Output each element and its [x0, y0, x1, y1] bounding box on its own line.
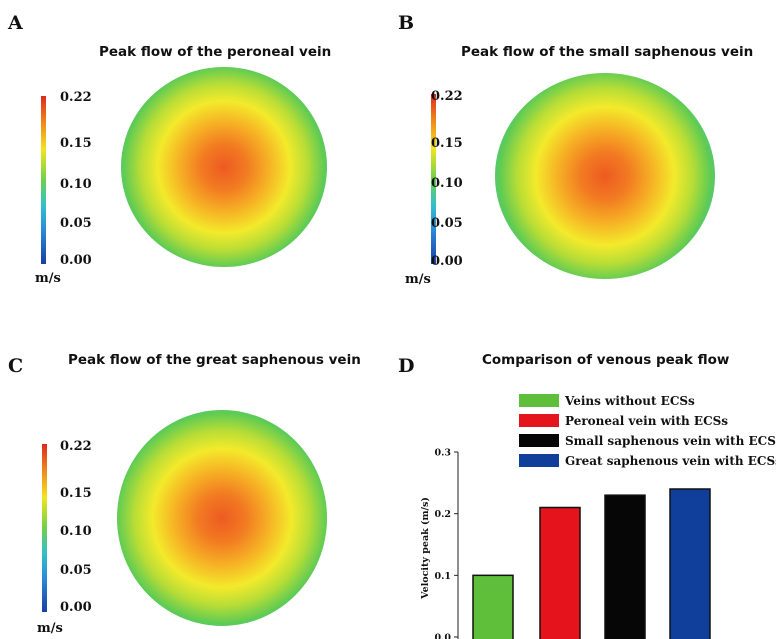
legend-label: Peroneal vein with ECSs [565, 414, 728, 428]
legend-label: Veins without ECSs [564, 394, 695, 408]
colorbar-tick: 0.22 [431, 89, 463, 104]
colorbar-tick: 0.22 [60, 90, 92, 105]
y-tick-label: 0.0 [434, 633, 451, 639]
bar [539, 506, 581, 639]
panel-c-title: Peak flow of the great saphenous vein [68, 352, 361, 368]
colorbar-tick: 0.05 [60, 563, 92, 578]
y-axis-label: Velocity peak (m/s) [420, 497, 431, 600]
y-tick-label: 0.1 [434, 571, 451, 582]
chart-legend: Veins without ECSs Peroneal vein with ECS… [519, 394, 776, 468]
bar [472, 574, 514, 639]
colorbar-tick: 0.05 [431, 216, 463, 231]
colorbar-tick: 0.10 [60, 177, 92, 192]
y-tick-label: 0.2 [434, 509, 451, 520]
legend-swatch [519, 454, 559, 467]
colorbar-tick: 0.00 [60, 253, 92, 268]
legend-swatch [519, 394, 559, 407]
y-tick-label: 0.3 [434, 448, 451, 459]
colorbar-unit: m/s [35, 271, 61, 286]
colorbar-gradient [41, 96, 46, 264]
small-saphenous-vein-flow-disk [495, 73, 715, 279]
bars [472, 488, 711, 639]
panel-a-letter: A [8, 12, 23, 34]
legend-swatch [519, 414, 559, 427]
legend-label: Small saphenous vein with ECSs [565, 434, 776, 448]
colorbar-gradient [431, 94, 436, 264]
panel-b-letter: B [398, 12, 415, 34]
great-saphenous-vein-flow-disk [117, 410, 327, 626]
panel-d-letter: D [398, 355, 415, 377]
colorbar-tick: 0.10 [60, 524, 92, 539]
y-axis: 0.0 0.1 0.2 0.3 [434, 448, 459, 639]
colorbar-gradient [42, 444, 47, 612]
bar-chart: Veins without ECSs Peroneal vein with ECS… [420, 394, 776, 639]
colorbar-tick: 0.15 [431, 136, 463, 151]
colorbar-tick: 0.05 [60, 216, 92, 231]
colorbar-tick: 0.10 [431, 176, 463, 191]
peroneal-vein-flow-disk [121, 67, 327, 267]
panel-a-title: Peak flow of the peroneal vein [99, 44, 332, 60]
bar [669, 488, 711, 639]
legend-label: Great saphenous vein with ECSs [565, 454, 776, 468]
colorbar-tick: 0.15 [60, 486, 92, 501]
colorbar-tick: 0.00 [60, 600, 92, 615]
colorbar-unit: m/s [405, 272, 431, 287]
colorbar-tick: 0.00 [431, 254, 463, 269]
colorbar-tick: 0.22 [60, 439, 92, 454]
panel-d-title: Comparison of venous peak flow [482, 352, 730, 368]
colorbar-unit: m/s [37, 621, 63, 636]
panel-c-letter: C [8, 355, 24, 377]
legend-swatch [519, 434, 559, 447]
panel-b-title: Peak flow of the small saphenous vein [461, 44, 754, 60]
colorbar-tick: 0.15 [60, 136, 92, 151]
bar [604, 494, 646, 639]
